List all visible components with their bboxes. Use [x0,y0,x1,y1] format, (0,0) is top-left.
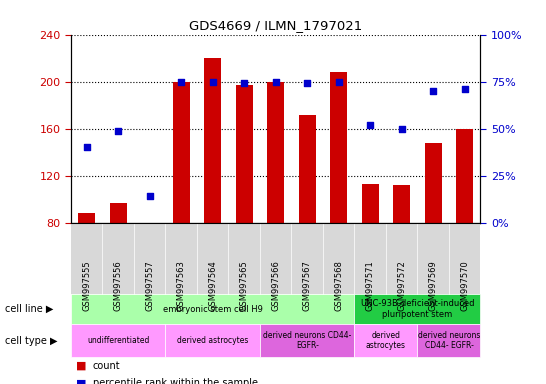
Text: cell line ▶: cell line ▶ [5,304,54,314]
Title: GDS4669 / ILMN_1797021: GDS4669 / ILMN_1797021 [189,19,363,32]
Point [271,79,280,85]
Point [397,126,406,132]
Bar [299,114,316,223]
Point [82,144,91,151]
Point [177,79,186,85]
Text: embryonic stem cell H9: embryonic stem cell H9 [163,305,263,314]
Text: GSM997572: GSM997572 [397,260,406,311]
Bar [204,58,221,223]
Point [334,79,343,85]
Text: derived
astrocytes: derived astrocytes [366,331,406,351]
Text: GSM997556: GSM997556 [114,260,123,311]
Text: ■: ■ [76,378,87,384]
Text: derived neurons CD44-
EGFR-: derived neurons CD44- EGFR- [263,331,352,351]
Text: GSM997555: GSM997555 [82,260,91,311]
Point [209,79,217,85]
Bar [110,203,127,223]
Text: undifferentiated: undifferentiated [87,336,150,345]
Text: GSM997570: GSM997570 [460,260,469,311]
Text: count: count [93,361,121,371]
Point [303,80,312,86]
Bar [456,129,473,223]
Point [366,122,375,128]
Text: GSM997563: GSM997563 [177,260,186,311]
Text: GSM997557: GSM997557 [145,260,154,311]
Bar [361,184,379,223]
Text: GSM997568: GSM997568 [334,260,343,311]
Bar [78,214,96,223]
Bar [173,82,190,223]
Point [240,80,248,86]
Bar [235,85,253,223]
Text: UNC-93B-deficient-induced
pluripotent stem: UNC-93B-deficient-induced pluripotent st… [360,300,474,319]
Point [145,193,154,199]
Point [429,88,437,94]
Bar [330,72,347,223]
Point [460,86,469,92]
Text: GSM997567: GSM997567 [302,260,312,311]
Text: GSM997564: GSM997564 [208,260,217,311]
Text: ■: ■ [76,361,87,371]
Text: derived astrocytes: derived astrocytes [177,336,248,345]
Point [114,127,123,134]
Bar [393,185,411,223]
Text: GSM997571: GSM997571 [366,260,375,311]
Text: GSM997565: GSM997565 [240,260,249,311]
Bar [425,143,442,223]
Text: GSM997569: GSM997569 [429,260,438,311]
Text: GSM997566: GSM997566 [271,260,280,311]
Text: derived neurons
CD44- EGFR-: derived neurons CD44- EGFR- [418,331,480,351]
Text: percentile rank within the sample: percentile rank within the sample [93,378,258,384]
Text: cell type ▶: cell type ▶ [5,336,58,346]
Bar [267,82,284,223]
